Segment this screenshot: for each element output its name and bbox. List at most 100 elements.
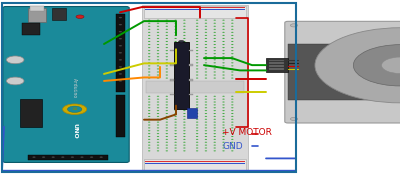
Circle shape xyxy=(166,113,168,114)
Text: GND: GND xyxy=(222,142,243,151)
Circle shape xyxy=(231,38,234,39)
Circle shape xyxy=(222,50,225,51)
Circle shape xyxy=(166,50,168,51)
Circle shape xyxy=(222,102,225,103)
Circle shape xyxy=(166,35,168,36)
Circle shape xyxy=(214,150,216,151)
Circle shape xyxy=(148,147,150,149)
Circle shape xyxy=(52,156,55,158)
Circle shape xyxy=(157,142,159,143)
Circle shape xyxy=(222,47,225,48)
Circle shape xyxy=(214,44,216,45)
Circle shape xyxy=(148,50,150,51)
Circle shape xyxy=(148,65,150,66)
Circle shape xyxy=(148,20,150,21)
Circle shape xyxy=(148,74,150,76)
Circle shape xyxy=(119,24,122,25)
Circle shape xyxy=(6,77,24,85)
Circle shape xyxy=(157,122,159,123)
Circle shape xyxy=(222,136,225,137)
Circle shape xyxy=(205,78,207,79)
Circle shape xyxy=(205,110,207,111)
Circle shape xyxy=(90,156,93,158)
Circle shape xyxy=(196,122,198,123)
Circle shape xyxy=(174,110,177,111)
Circle shape xyxy=(231,53,234,54)
Circle shape xyxy=(174,65,177,66)
Circle shape xyxy=(174,47,177,48)
Circle shape xyxy=(166,124,168,125)
Circle shape xyxy=(214,127,216,128)
Circle shape xyxy=(148,29,150,30)
Circle shape xyxy=(222,26,225,27)
Circle shape xyxy=(214,38,216,39)
Circle shape xyxy=(196,99,198,100)
Circle shape xyxy=(353,45,400,86)
Circle shape xyxy=(157,113,159,114)
Circle shape xyxy=(205,68,207,70)
Bar xyxy=(189,64,193,66)
Circle shape xyxy=(166,56,168,57)
Circle shape xyxy=(119,38,122,39)
Circle shape xyxy=(222,35,225,36)
Circle shape xyxy=(231,50,234,51)
Circle shape xyxy=(231,44,234,45)
Circle shape xyxy=(231,47,234,48)
Circle shape xyxy=(205,139,207,140)
Circle shape xyxy=(231,104,234,105)
Circle shape xyxy=(80,156,84,158)
Circle shape xyxy=(196,142,198,143)
Circle shape xyxy=(183,113,186,114)
Circle shape xyxy=(166,68,168,70)
Circle shape xyxy=(148,104,150,105)
Circle shape xyxy=(148,116,150,117)
Circle shape xyxy=(166,150,168,151)
Circle shape xyxy=(222,78,225,79)
Circle shape xyxy=(157,99,159,100)
Circle shape xyxy=(174,127,177,128)
Circle shape xyxy=(157,41,159,42)
Circle shape xyxy=(231,107,234,108)
Circle shape xyxy=(183,65,186,66)
Circle shape xyxy=(205,53,207,54)
Circle shape xyxy=(205,127,207,128)
Circle shape xyxy=(148,142,150,143)
Circle shape xyxy=(222,127,225,128)
Circle shape xyxy=(196,145,198,146)
Circle shape xyxy=(166,139,168,140)
Circle shape xyxy=(183,68,186,70)
Circle shape xyxy=(222,59,225,60)
Circle shape xyxy=(196,47,198,48)
Circle shape xyxy=(157,23,159,24)
Circle shape xyxy=(148,38,150,39)
Circle shape xyxy=(214,35,216,36)
Circle shape xyxy=(196,107,198,108)
Circle shape xyxy=(196,26,198,27)
Circle shape xyxy=(174,56,177,57)
Bar xyxy=(266,58,288,72)
Circle shape xyxy=(214,23,216,24)
Circle shape xyxy=(290,24,298,27)
Circle shape xyxy=(222,96,225,97)
Circle shape xyxy=(183,29,186,30)
Circle shape xyxy=(231,41,234,42)
Bar xyxy=(170,50,174,51)
Circle shape xyxy=(157,78,159,79)
Circle shape xyxy=(157,145,159,146)
Circle shape xyxy=(183,32,186,33)
Circle shape xyxy=(174,50,177,51)
Circle shape xyxy=(148,44,150,45)
Circle shape xyxy=(174,32,177,33)
Circle shape xyxy=(196,59,198,60)
Circle shape xyxy=(222,99,225,100)
Circle shape xyxy=(382,57,400,74)
Circle shape xyxy=(231,139,234,140)
Bar xyxy=(22,23,40,35)
Circle shape xyxy=(71,156,74,158)
Circle shape xyxy=(231,23,234,24)
Bar xyxy=(28,155,108,160)
Bar xyxy=(145,161,245,162)
Circle shape xyxy=(196,38,198,39)
Circle shape xyxy=(222,20,225,21)
Circle shape xyxy=(166,29,168,30)
